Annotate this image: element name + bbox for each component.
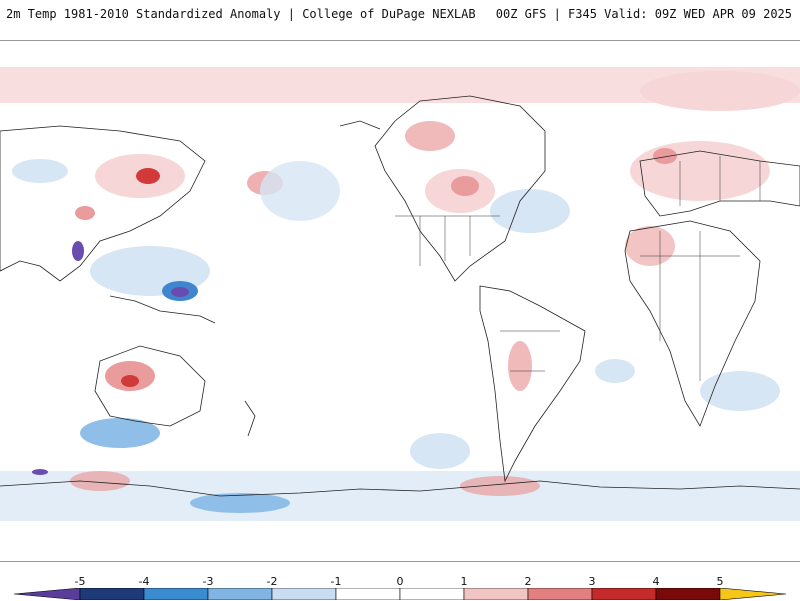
colorbar-svg [13, 588, 787, 600]
coastlines [0, 95, 800, 497]
colorbar-segment [463, 588, 529, 600]
new-zealand-coast [244, 400, 256, 437]
product-title: 2m Temp 1981-2010 Standardized Anomaly |… [6, 7, 476, 21]
indian-ocean-cool [700, 371, 780, 411]
colorbar-segment [143, 588, 209, 600]
anomaly-map-svg [0, 67, 800, 521]
alaska-coast [339, 120, 381, 130]
south-pacific-cool [410, 433, 470, 469]
antarctic-cool-band [0, 471, 800, 521]
south-america-warm [508, 341, 532, 391]
antarctic-warm-patch [70, 471, 130, 491]
antarctic-warm-patch-2 [460, 476, 540, 496]
south-america-borders [500, 330, 560, 372]
colorbar-segment [591, 588, 657, 600]
africa-borders [640, 231, 740, 381]
antarctic-cold-patch [190, 493, 290, 513]
colorbar-tick-label: 4 [652, 575, 660, 588]
antarctica-coast [0, 480, 800, 497]
colorbar-tick-label: 5 [716, 575, 724, 588]
colorbar-segment [335, 588, 401, 600]
asia-warm-core [136, 168, 160, 184]
us-state-lines [419, 216, 471, 266]
europe-coast [639, 150, 800, 217]
asia-coast [0, 125, 206, 282]
colorbar-tick-label: -4 [138, 575, 150, 588]
colorbar-segment [79, 588, 145, 600]
europe-warm-area [630, 141, 770, 201]
maritime-extreme-cold [171, 287, 189, 297]
colorbar-segment [207, 588, 273, 600]
colorbar-segment [399, 588, 465, 600]
central-asia-cool [12, 159, 68, 183]
canada-warm-spot [405, 121, 455, 151]
colorbar-tick-label: 0 [396, 575, 404, 588]
africa-coast [624, 220, 761, 427]
colorbar-segments [13, 588, 787, 600]
colorbar-segment [655, 588, 721, 600]
south-america-coast [479, 285, 586, 483]
indochina-extreme-cold [72, 241, 84, 261]
colorbar-tick-label: -2 [266, 575, 278, 588]
south-indian-cool [80, 418, 160, 448]
colorbar-legend: -5 -4 -3 -2 -1 0 1 2 3 4 5 [0, 561, 800, 601]
colorbar-high-triangle [719, 588, 787, 600]
colorbar-tick-label: 3 [588, 575, 596, 588]
australia-warm-core [121, 375, 139, 387]
colorbar-tick-label: 2 [524, 575, 532, 588]
arctic-warm-patch [640, 71, 800, 111]
colorbar-tick-label: -5 [74, 575, 86, 588]
maritime-islands [109, 295, 216, 324]
antarctic-extreme-cold [32, 469, 48, 475]
colorbar-segment [527, 588, 593, 600]
map-header: 2m Temp 1981-2010 Standardized Anomaly |… [0, 0, 800, 41]
australia-coast [94, 345, 206, 427]
europe-borders [679, 156, 761, 206]
run-valid-time: 00Z GFS | F345 Valid: 09Z WED APR 09 202… [495, 7, 792, 21]
us-warm-core [451, 176, 479, 196]
ne-pacific-cool [260, 161, 340, 221]
political-boundaries [395, 156, 761, 381]
china-warm-spot [75, 206, 95, 220]
colorbar-low-triangle [13, 588, 81, 600]
colorbar-tick-label: 1 [460, 575, 468, 588]
colorbar-segment [271, 588, 337, 600]
colorbar-tick-label: -1 [330, 575, 342, 588]
europe-warm-core [653, 148, 677, 164]
africa-warm-spot [625, 226, 675, 266]
south-atlantic-cool [595, 359, 635, 383]
world-anomaly-map[interactable] [0, 41, 800, 561]
north-america-coast [374, 95, 546, 282]
atlantic-cool-area [490, 189, 570, 233]
colorbar-tick-label: -3 [202, 575, 214, 588]
